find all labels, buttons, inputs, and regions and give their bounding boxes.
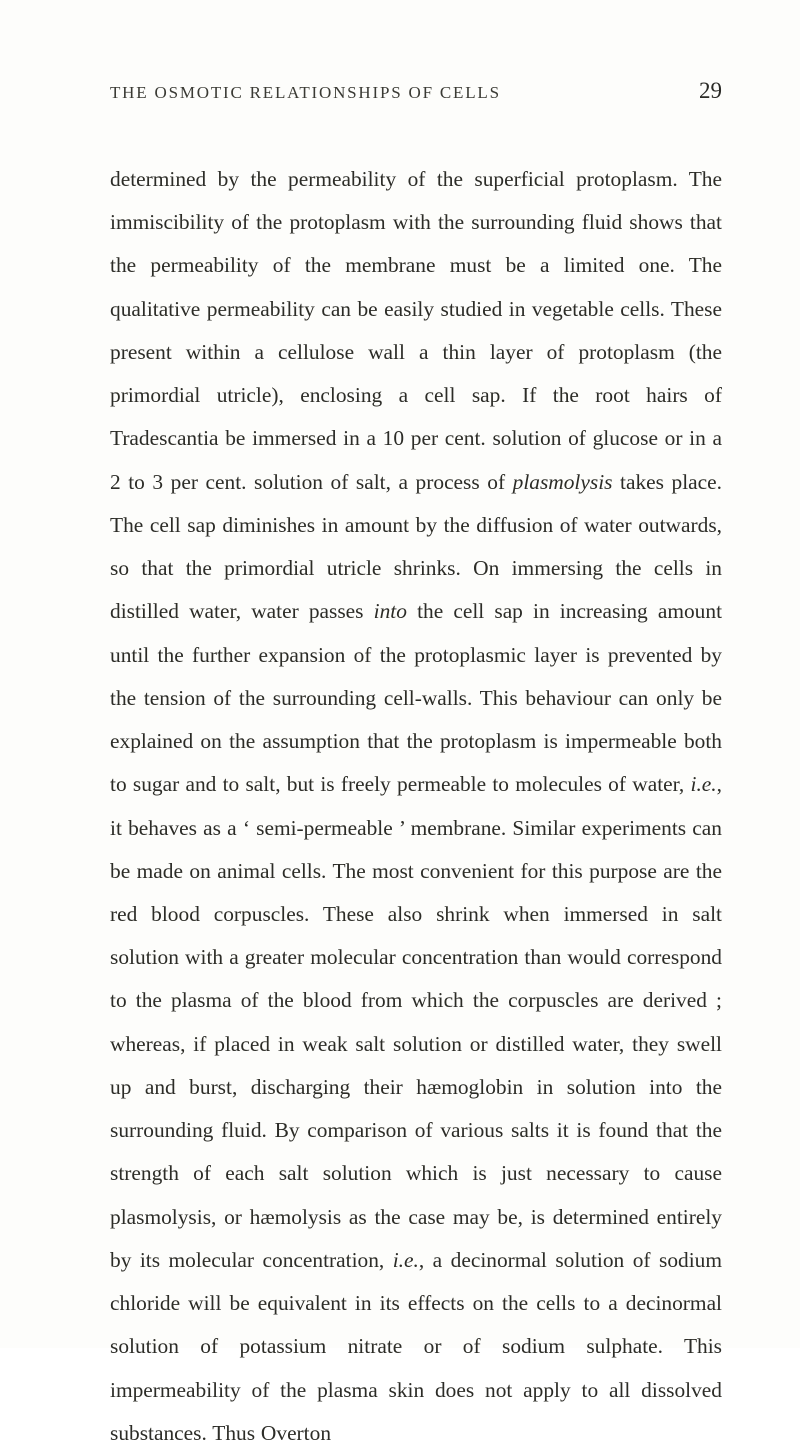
page-number: 29	[699, 78, 722, 104]
page: THE OSMOTIC RELATIONSHIPS OF CELLS 29 de…	[0, 0, 800, 1348]
body-paragraph: determined by the permeability of the su…	[110, 158, 722, 1455]
running-title: THE OSMOTIC RELATIONSHIPS OF CELLS	[110, 83, 501, 103]
page-header: THE OSMOTIC RELATIONSHIPS OF CELLS 29	[110, 78, 722, 104]
